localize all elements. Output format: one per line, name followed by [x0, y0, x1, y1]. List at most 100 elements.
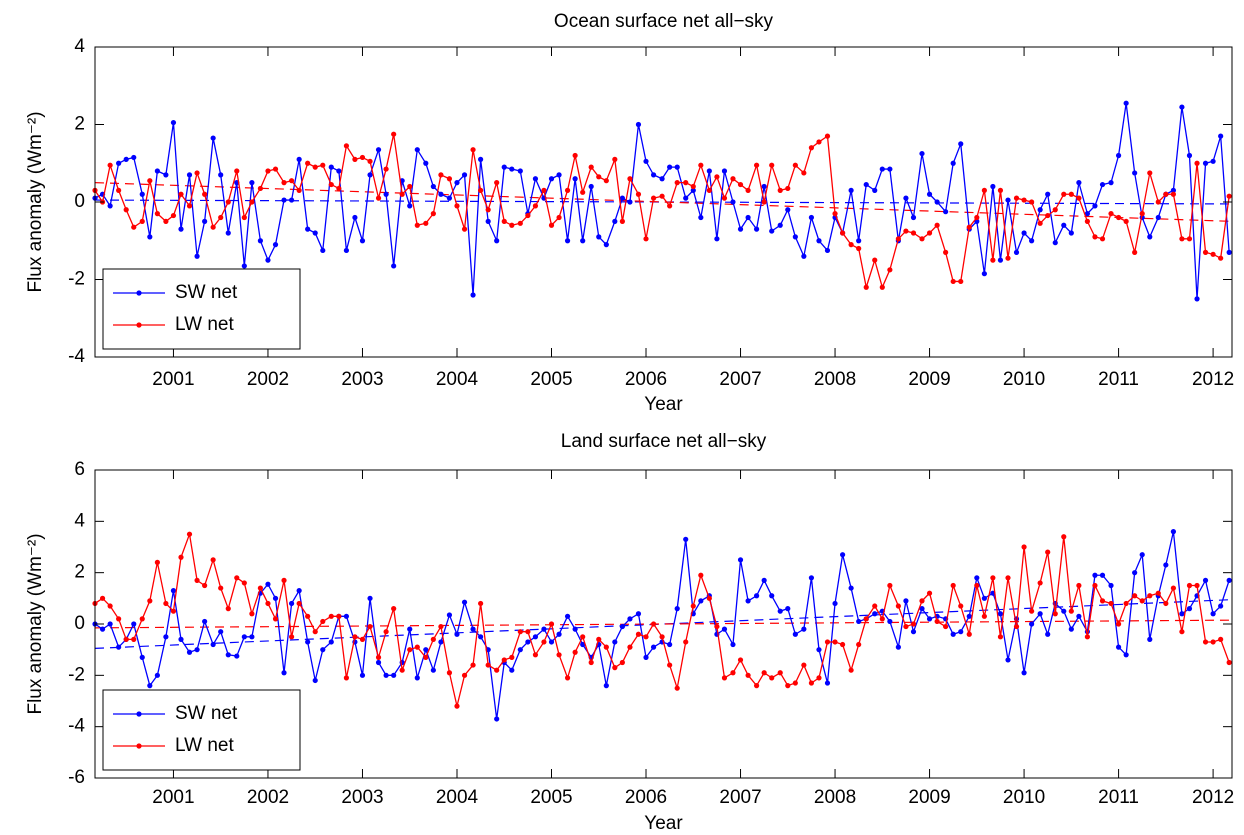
data-point — [556, 652, 562, 658]
data-point — [706, 595, 712, 601]
data-point — [934, 199, 940, 205]
data-point — [887, 267, 893, 273]
data-point — [919, 150, 925, 157]
data-point — [107, 603, 113, 609]
data-point — [194, 577, 200, 583]
data-point — [1123, 218, 1129, 224]
data-point — [564, 675, 571, 681]
data-point — [721, 168, 728, 174]
data-point — [1115, 621, 1122, 627]
data-point — [1076, 180, 1082, 186]
data-point — [879, 284, 885, 290]
data-point — [383, 629, 389, 635]
data-point — [564, 613, 571, 619]
data-point — [737, 226, 744, 232]
data-point — [541, 187, 547, 193]
data-point — [296, 588, 302, 594]
data-point — [139, 218, 145, 224]
data-point — [423, 220, 429, 226]
data-point — [352, 156, 358, 162]
data-point — [580, 634, 586, 640]
data-point — [990, 257, 996, 263]
x-tick-label: 2007 — [719, 369, 761, 390]
data-point — [1052, 611, 1058, 617]
data-point — [147, 683, 153, 689]
data-point — [265, 581, 271, 587]
data-point — [367, 623, 373, 630]
data-point — [714, 236, 720, 242]
data-point — [572, 649, 578, 655]
data-point — [265, 257, 271, 263]
data-point — [588, 183, 594, 190]
data-point — [1179, 236, 1185, 242]
data-point — [926, 590, 933, 596]
data-point — [769, 228, 775, 234]
data-point — [816, 647, 822, 653]
data-point — [202, 618, 208, 625]
data-point — [588, 659, 594, 666]
data-point — [650, 195, 657, 201]
data-point — [218, 585, 224, 591]
data-point — [1108, 600, 1114, 607]
data-point — [288, 178, 295, 184]
data-point — [848, 242, 854, 248]
data-point — [659, 634, 665, 640]
data-point — [872, 257, 878, 263]
data-point — [509, 222, 515, 228]
data-point — [1045, 191, 1051, 197]
data-point — [792, 162, 798, 168]
data-point — [730, 176, 736, 182]
data-point — [753, 226, 760, 232]
data-point — [375, 659, 382, 666]
data-point — [225, 652, 231, 658]
data-point — [714, 174, 720, 180]
data-point — [461, 172, 468, 178]
data-point — [241, 263, 247, 269]
data-point — [997, 611, 1004, 617]
data-point — [974, 575, 980, 581]
data-point — [1132, 570, 1138, 576]
x-tick-label: 2006 — [625, 369, 667, 390]
data-point — [281, 197, 287, 203]
data-point — [218, 172, 224, 178]
data-point — [910, 214, 917, 221]
data-point — [541, 639, 547, 645]
data-point — [532, 176, 539, 182]
data-point — [1021, 544, 1027, 550]
data-point — [910, 230, 917, 236]
legend: SW net LW net — [102, 689, 301, 771]
x-tick-label: 2002 — [247, 369, 289, 390]
data-point — [619, 623, 625, 630]
data-point — [99, 595, 106, 601]
x-tick-label: 2011 — [1098, 787, 1139, 808]
data-point — [241, 634, 247, 640]
data-point — [1163, 562, 1169, 568]
data-point — [683, 639, 689, 645]
data-point — [910, 621, 917, 627]
data-point — [856, 245, 862, 252]
data-point — [116, 644, 122, 650]
data-point — [872, 187, 878, 193]
data-point — [1226, 659, 1232, 666]
data-point — [296, 187, 302, 193]
y-tick-label: -4 — [68, 346, 85, 367]
data-point — [1021, 197, 1027, 203]
data-point — [572, 152, 578, 159]
data-point — [863, 181, 869, 188]
data-point — [296, 600, 302, 607]
data-point — [194, 170, 200, 176]
data-point — [257, 238, 263, 244]
data-point — [501, 218, 507, 224]
y-tick-label: 4 — [74, 510, 85, 531]
data-point — [257, 185, 263, 192]
trend-line — [94, 599, 1233, 649]
data-point — [698, 162, 704, 168]
data-point — [950, 278, 956, 285]
data-point — [438, 172, 444, 178]
data-point — [170, 588, 177, 594]
data-point — [485, 218, 491, 224]
data-point — [336, 185, 342, 192]
data-point — [903, 228, 909, 234]
legend-marker — [136, 290, 142, 296]
